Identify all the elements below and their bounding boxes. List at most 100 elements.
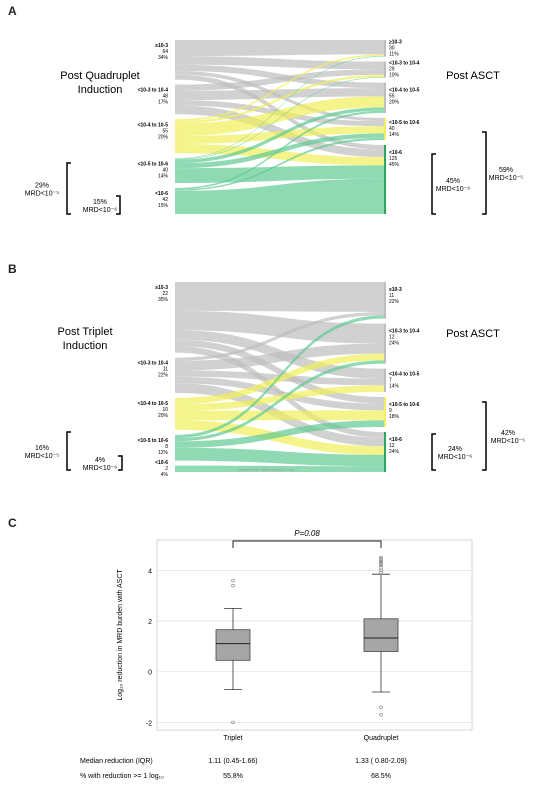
sankey-source-node bbox=[170, 435, 175, 461]
outlier-point bbox=[231, 720, 235, 725]
sankey-link bbox=[175, 110, 384, 190]
watermark: created with SankeyMATIC.com bbox=[238, 467, 296, 472]
bracket-label: MRD<10⁻⁶ bbox=[83, 207, 118, 214]
mrd-bracket bbox=[118, 455, 123, 471]
y-tick-label: 4 bbox=[148, 568, 152, 575]
node-count: 125 bbox=[389, 156, 398, 162]
sankey-link bbox=[175, 360, 384, 442]
boxplot-panel-c: -2 0 2 4 P=0.08 Log₁₀ reduction in MRD burd… bbox=[80, 529, 473, 780]
node-percent: 15% bbox=[158, 203, 169, 209]
node-label: ≥10-3 bbox=[155, 285, 168, 291]
sankey-target-node bbox=[384, 323, 386, 364]
node-label: <10-3 to 10-4 bbox=[138, 361, 169, 367]
node-count: 2 bbox=[165, 466, 168, 472]
node-percent: 18% bbox=[389, 414, 400, 420]
sankey-link bbox=[175, 88, 384, 101]
left-title-line1: Post Quadruplet bbox=[60, 70, 140, 82]
sankey-source-node bbox=[170, 40, 175, 80]
y-ticks: -2 0 2 4 bbox=[146, 568, 152, 727]
sankey-target-node bbox=[384, 432, 386, 472]
sankey-target-node bbox=[384, 61, 386, 78]
sankey-source-node bbox=[170, 282, 175, 353]
node-label: <10-6 bbox=[389, 437, 402, 443]
sankey-link bbox=[175, 77, 384, 160]
left-title-line2: Induction bbox=[63, 340, 108, 352]
node-percent: 22% bbox=[158, 373, 169, 379]
node-count: 8 bbox=[165, 444, 168, 450]
sankey-link bbox=[175, 165, 384, 184]
sankey-link bbox=[175, 410, 384, 421]
sankey-link bbox=[175, 376, 384, 411]
sankey-links bbox=[175, 282, 384, 472]
mrd-bracket bbox=[482, 131, 487, 215]
sankey-link bbox=[175, 69, 384, 91]
node-percent: 35% bbox=[158, 297, 169, 303]
outlier-point bbox=[379, 705, 383, 709]
node-count: 12 bbox=[389, 335, 395, 341]
node-label: <10-6 bbox=[389, 150, 402, 156]
sankey-link bbox=[175, 385, 384, 411]
median-row-label: Median reduction (IQR) bbox=[80, 758, 153, 765]
bracket-label: MRD<10⁻⁶ bbox=[436, 186, 471, 193]
triplet-percent: 55.8% bbox=[223, 773, 243, 780]
node-label: <10-4 to 10-5 bbox=[389, 88, 420, 94]
outlier-point bbox=[231, 583, 235, 588]
node-percent: 17% bbox=[158, 100, 169, 106]
node-percent: 20% bbox=[389, 100, 400, 106]
sankey-link bbox=[175, 420, 384, 448]
sankey-target-node bbox=[384, 397, 386, 427]
sankey-target-node bbox=[384, 40, 386, 57]
mrd-bracket bbox=[116, 195, 121, 215]
node-percent: 14% bbox=[389, 132, 400, 138]
sankey-target-node bbox=[384, 117, 386, 141]
bracket-label: MRD<10⁻⁵ bbox=[489, 175, 524, 182]
node-percent: 24% bbox=[389, 341, 400, 347]
left-title-line2: Induction bbox=[78, 84, 123, 96]
sankey-source-node bbox=[170, 398, 175, 430]
sankey-link bbox=[175, 107, 384, 164]
sankey-link bbox=[175, 74, 384, 124]
sankey-source-node bbox=[170, 358, 175, 393]
node-label: ≥10-3 bbox=[155, 43, 168, 49]
right-title: Post ASCT bbox=[446, 70, 500, 82]
sankey-link bbox=[175, 64, 384, 89]
y-tick-label: 2 bbox=[148, 619, 152, 626]
node-count: 22 bbox=[162, 291, 168, 297]
node-count: 29 bbox=[389, 67, 395, 73]
node-count: 12 bbox=[389, 443, 395, 449]
node-percent: 34% bbox=[158, 55, 169, 61]
node-count: 11 bbox=[163, 367, 168, 373]
sankey-links bbox=[175, 40, 384, 214]
node-percent: 20% bbox=[158, 134, 169, 140]
panel-c-letter: C bbox=[8, 516, 17, 530]
sankey-link bbox=[175, 312, 384, 361]
node-percent: 20% bbox=[158, 413, 169, 419]
sankey-link bbox=[175, 343, 384, 371]
sankey-panel-b: Post Triplet Induction Post ASCT ≥10-322… bbox=[25, 282, 525, 478]
sankey-link bbox=[175, 137, 384, 191]
sankey-nodes bbox=[170, 282, 386, 472]
sankey-target-node bbox=[384, 368, 386, 392]
iqr-box bbox=[215, 629, 251, 661]
mrd-bracket bbox=[66, 431, 71, 471]
outlier-point bbox=[379, 556, 383, 560]
sankey-link bbox=[175, 315, 384, 439]
sankey-link bbox=[175, 420, 384, 455]
sankey-target-node bbox=[384, 82, 386, 113]
bracket-percent: 45% bbox=[446, 178, 460, 185]
right-title: Post ASCT bbox=[446, 328, 500, 340]
sankey-target-node bbox=[384, 282, 386, 319]
node-label: <10-5 to 10-6 bbox=[389, 120, 420, 126]
sankey-source-node bbox=[170, 466, 175, 472]
node-count: 48 bbox=[162, 94, 168, 100]
sankey-link bbox=[175, 56, 384, 159]
node-count: 30 bbox=[389, 45, 395, 51]
node-count: 10 bbox=[162, 407, 168, 413]
node-percent: 12% bbox=[158, 450, 169, 456]
mrd-brackets: 29%MRD<10⁻⁵15%MRD<10⁻⁶45%MRD<10⁻⁶59%MRD<… bbox=[25, 131, 524, 215]
bracket-percent: 24% bbox=[448, 446, 462, 453]
node-percent: 10% bbox=[389, 73, 400, 79]
p-value: P=0.08 bbox=[294, 529, 320, 538]
